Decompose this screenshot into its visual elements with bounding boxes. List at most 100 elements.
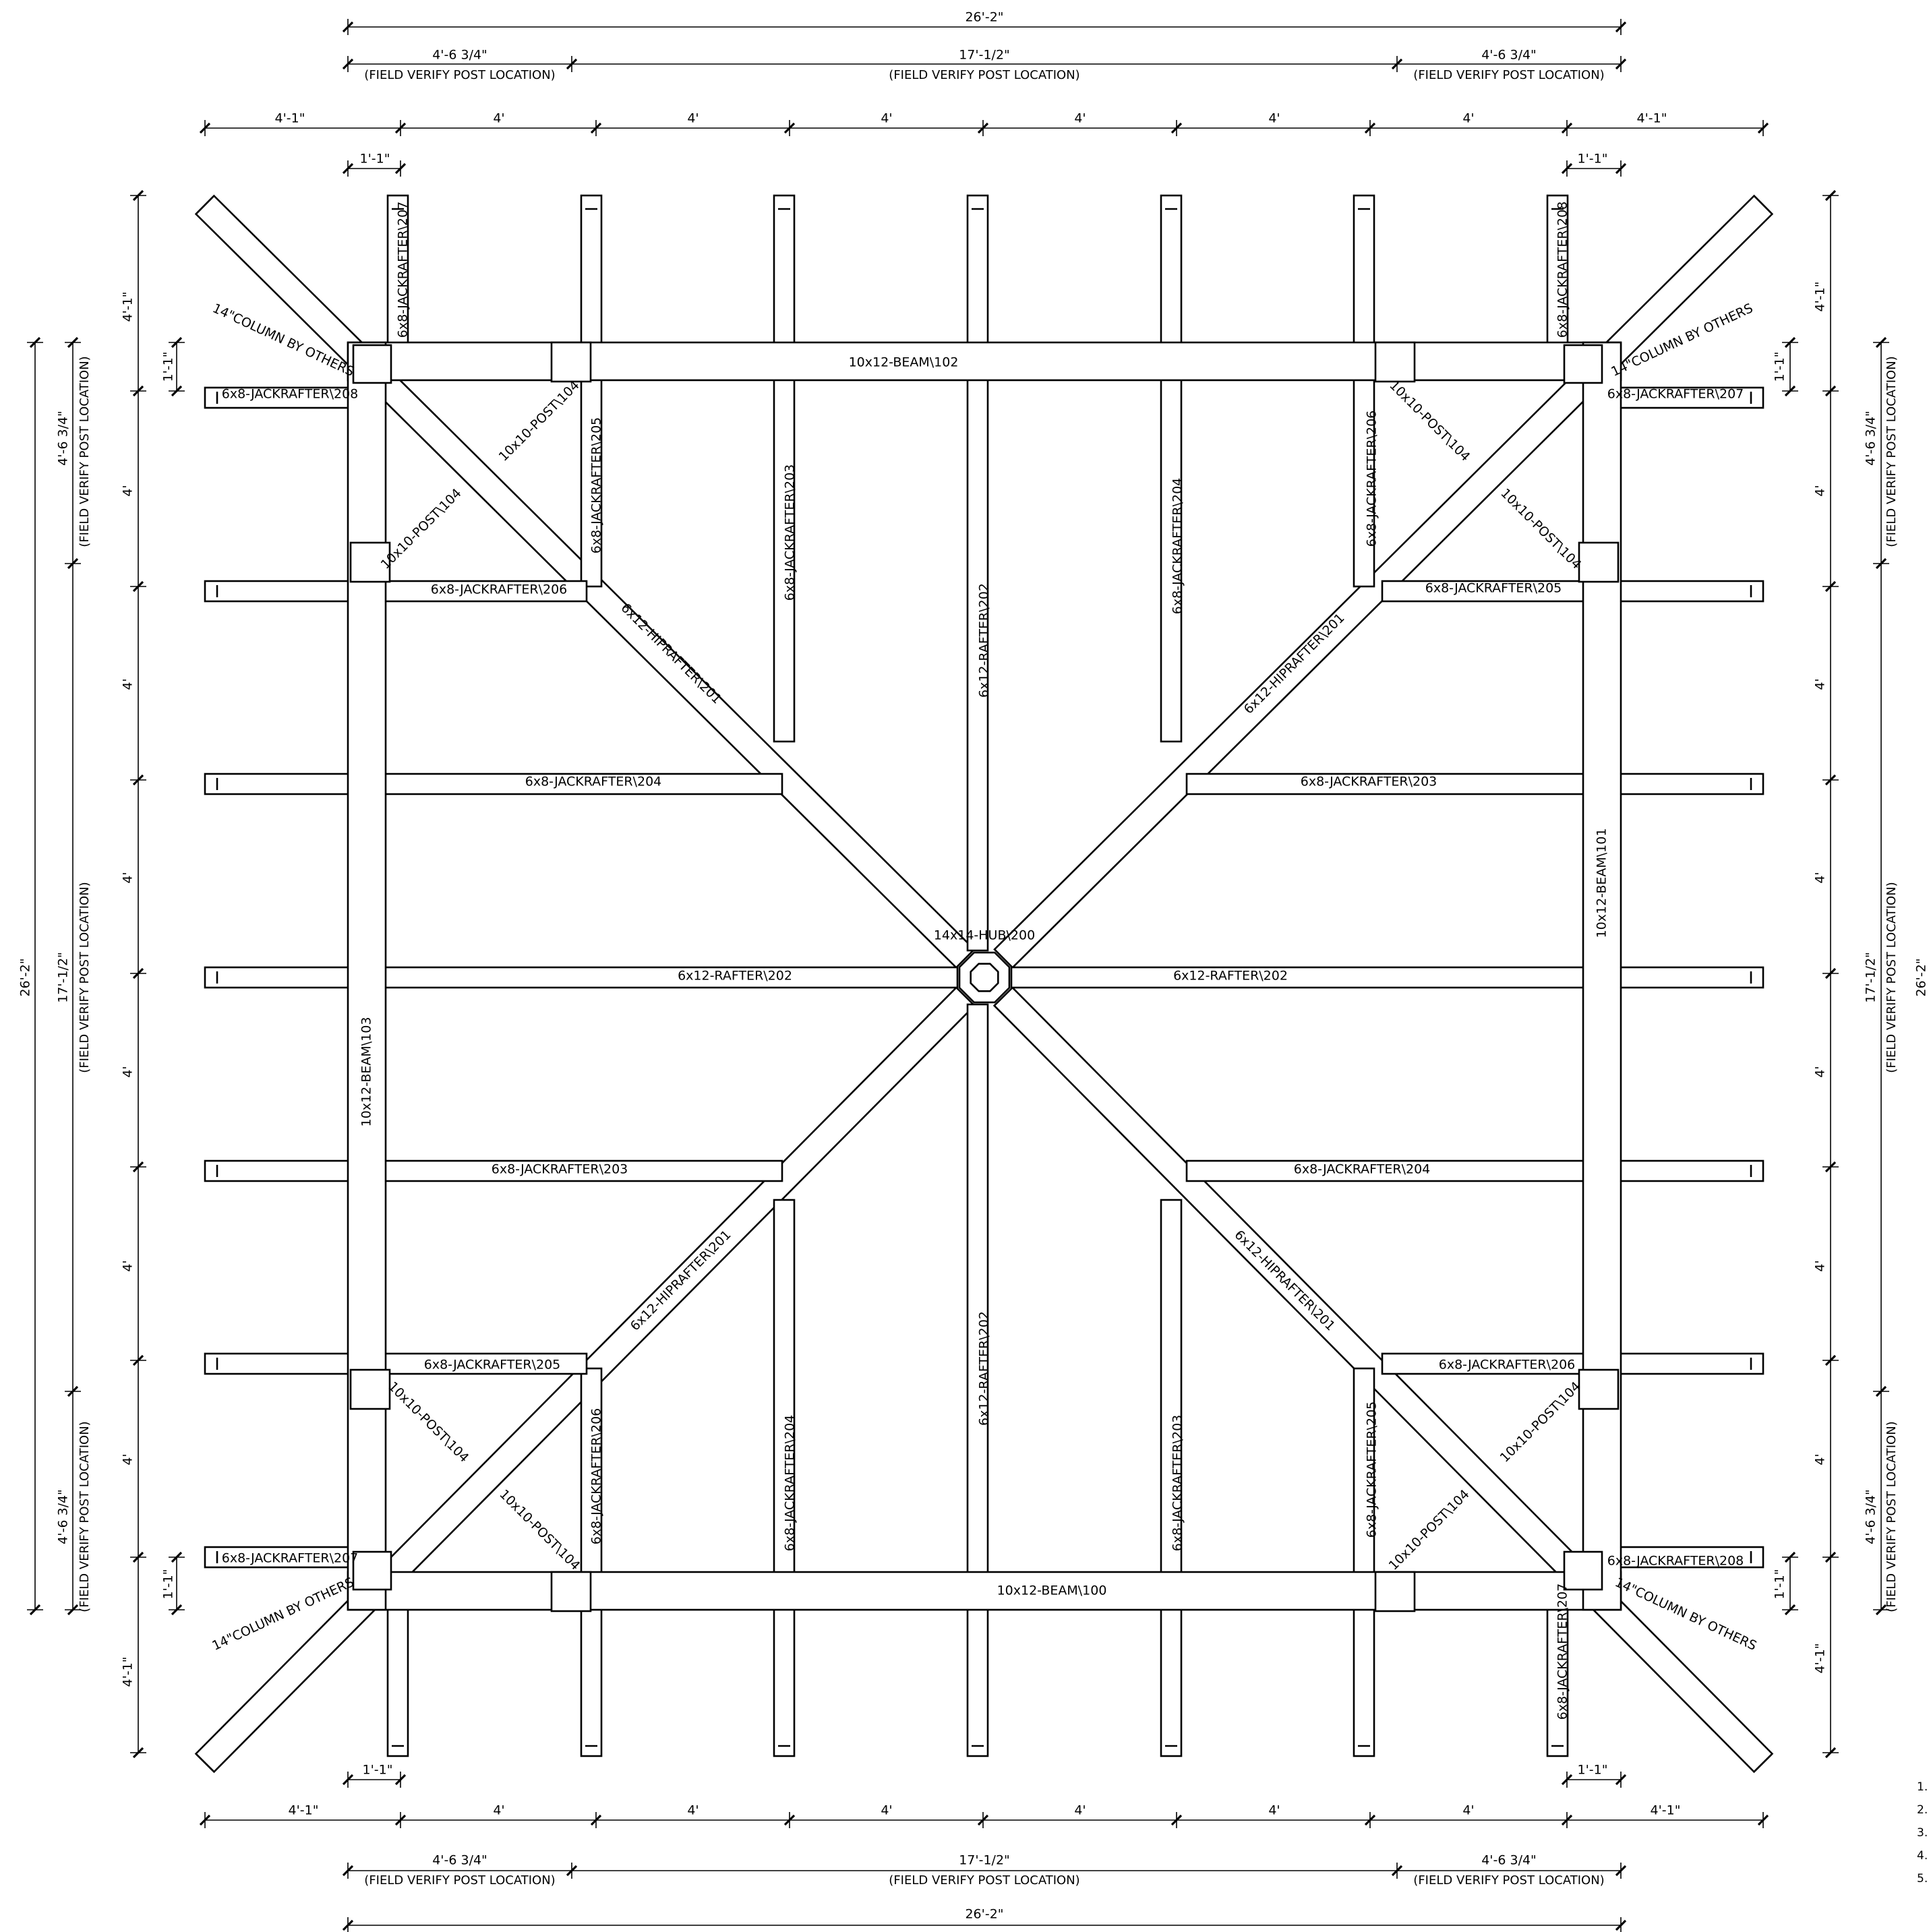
dim-text: 4' <box>1268 111 1280 126</box>
rafter-label: 6x12-RAFTER\202 <box>1173 969 1288 984</box>
dim-text: 4' <box>1462 111 1474 126</box>
post-label: 10x10-POST\104 <box>1497 486 1584 572</box>
dim-tick <box>1824 1551 1837 1563</box>
jack-rafter <box>1381 580 1764 603</box>
field-verify-note: (FIELD VERIFY POST LOCATION) <box>78 356 92 547</box>
dim-tick <box>783 122 796 134</box>
field-verify-note: (FIELD VERIFY POST LOCATION) <box>1885 882 1899 1073</box>
dim-tick <box>1875 1385 1887 1397</box>
dim-tick <box>1561 162 1573 175</box>
dim-text: 4' <box>1268 1803 1280 1818</box>
dim-text: 4' <box>1074 1803 1086 1818</box>
dim-text: 4' <box>1813 872 1828 883</box>
dim-tick <box>1784 336 1796 349</box>
dim-text: 4' <box>1813 678 1828 690</box>
rafter <box>966 1003 989 1757</box>
dim-tick <box>1784 1604 1796 1616</box>
framing-members <box>194 194 1774 1774</box>
dim-tick <box>67 336 79 349</box>
dim-tick <box>1824 1747 1837 1759</box>
dim-tick <box>1757 1814 1769 1826</box>
dim-text: 1'-1" <box>161 352 176 382</box>
jack-rafter-label: 6x8-JACKRAFTER\207 <box>396 202 411 338</box>
jack-rafter-label: 6x8-JACKRAFTER\206 <box>589 1408 604 1545</box>
dim-tick <box>132 774 144 786</box>
jack-rafter <box>1160 194 1183 743</box>
dim-text: 26'-2" <box>965 1907 1003 1922</box>
jack-rafter-label: 6x8-JACKRAFTER\203 <box>492 1162 628 1177</box>
dim-text: 4' <box>121 1453 136 1465</box>
dim-text: 4'-6 3/4" <box>1864 1489 1878 1544</box>
jack-rafter-label: 6x8-JACKRAFTER\205 <box>589 417 604 554</box>
dim-text: 4' <box>1813 1453 1828 1465</box>
hip-rafter-end <box>1754 1754 1773 1772</box>
dim-tick <box>1615 162 1627 175</box>
note-number: 2. <box>1917 1803 1928 1817</box>
dim-tick <box>977 122 989 134</box>
dim-text: 4'-1" <box>289 1803 319 1818</box>
dim-text: 4'-1" <box>1813 1643 1828 1674</box>
field-verify-note: (FIELD VERIFY POST LOCATION) <box>364 1873 555 1888</box>
dim-text: 4' <box>687 1803 699 1818</box>
jack-rafter-label: 6x8-JACKRAFTER\204 <box>783 1415 798 1552</box>
column-by-others <box>352 1550 392 1591</box>
dim-text: 1'-1" <box>1773 1569 1787 1600</box>
dim-text: 1'-1" <box>360 152 390 167</box>
hip-rafter-label: 6x12-HIPRAFTER\201 <box>618 601 724 707</box>
hip-rafter-label: 6x12-HIPRAFTER\201 <box>628 1228 734 1334</box>
dim-tick <box>977 1814 989 1826</box>
dim-tick <box>1824 967 1837 979</box>
dim-text: 4'-1" <box>1637 111 1667 126</box>
note-number: 1. <box>1917 1780 1928 1794</box>
beam-label: 10x12-BEAM\102 <box>849 355 959 370</box>
dim-tick <box>199 122 211 134</box>
jack-rafter <box>204 773 783 795</box>
dim-text: 4' <box>121 678 136 690</box>
post-label: 10x10-POST\104 <box>378 486 465 572</box>
post-label: 10x10-POST\104 <box>385 1379 471 1466</box>
dim-text: 1'-1" <box>161 1569 176 1600</box>
rafter-label: 6x12-RAFTER\202 <box>977 1311 992 1426</box>
hip-rafter-end <box>196 195 214 214</box>
jack-rafter-label: 6x8-JACKRAFTER\204 <box>525 775 662 789</box>
dim-tick <box>566 1865 578 1877</box>
field-verify-note: (FIELD VERIFY POST LOCATION) <box>1885 356 1899 547</box>
post-label: 10x10-POST\104 <box>1386 378 1473 464</box>
post-label: 10x10-POST\104 <box>496 378 583 464</box>
dim-tick <box>1615 58 1627 70</box>
dim-tick <box>171 1604 183 1616</box>
hip-rafter-end <box>1754 195 1772 214</box>
dim-tick <box>1784 385 1796 397</box>
dim-text: 4'-6 3/4" <box>1864 411 1878 466</box>
dim-text: 4'-6 3/4" <box>56 1489 71 1544</box>
dim-tick <box>1561 1814 1573 1826</box>
jack-rafter-label: 6x8-JACKRAFTER\206 <box>1439 1358 1576 1372</box>
dim-tick <box>1364 122 1376 134</box>
jack-rafter-label: 6x8-JACKRAFTER\205 <box>424 1358 561 1372</box>
dim-tick <box>394 122 407 134</box>
dim-tick <box>132 1161 144 1173</box>
hip-rafter-label: 6x12-HIPRAFTER\201 <box>1231 1228 1338 1334</box>
column-by-others <box>1563 1550 1603 1591</box>
dim-tick <box>1615 1919 1627 1931</box>
jack-rafter-label: 6x8-JACKRAFTER\207 <box>1607 387 1744 402</box>
dim-tick <box>171 336 183 349</box>
jack-rafter <box>1353 194 1375 588</box>
dim-text: 4' <box>1462 1803 1474 1818</box>
rafter-label: 6x12-RAFTER\202 <box>678 969 792 984</box>
dim-text: 4'-6 3/4" <box>432 1853 487 1868</box>
jack-rafter <box>773 194 796 743</box>
dim-tick <box>1170 122 1183 134</box>
dim-tick <box>1824 189 1837 202</box>
jack-rafter-label: 6x8-JACKRAFTER\204 <box>1170 478 1185 615</box>
jack-rafter <box>580 1367 603 1757</box>
field-verify-note: (FIELD VERIFY POST LOCATION) <box>1413 68 1604 82</box>
field-verify-note: (FIELD VERIFY POST LOCATION) <box>889 68 1079 82</box>
post <box>550 341 592 383</box>
column-by-others <box>352 344 392 384</box>
rafter <box>966 194 989 952</box>
dim-text: 4' <box>881 111 892 126</box>
note-number: 5. <box>1917 1872 1928 1885</box>
dim-text: 4'-6 3/4" <box>432 48 487 63</box>
dim-tick <box>1615 1865 1627 1877</box>
